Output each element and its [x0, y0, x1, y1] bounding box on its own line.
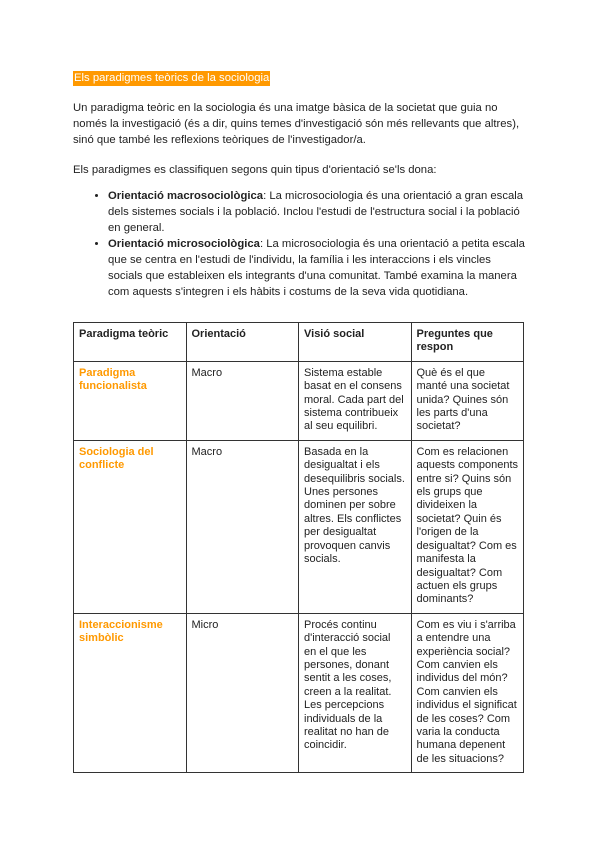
social-vision-cell: Procés continu d'interacció social en el…	[298, 612, 412, 774]
questions-cell: Com es viu i s'arriba a entendre una exp…	[410, 612, 524, 774]
list-item: Orientació microsociològica: La microsoc…	[108, 236, 528, 300]
column-header: Orientació	[185, 322, 299, 362]
list-item: Orientació macrosociològica: La microsoc…	[108, 188, 528, 236]
list-item-term: Orientació microsociològica	[108, 238, 260, 250]
document-title: Els paradigmes teòrics de la sociologia	[73, 71, 271, 86]
table-header-row: Paradigma teòric Orientació Visió social…	[73, 322, 524, 362]
orientation-list: Orientació macrosociològica: La microsoc…	[73, 188, 528, 300]
table-row: Interaccionisme simbòlic Micro Procés co…	[73, 612, 524, 774]
paradigm-name: Interaccionisme simbòlic	[73, 612, 187, 774]
document-body: Els paradigmes teòrics de la sociologia …	[73, 70, 528, 300]
orientation-cell: Micro	[185, 612, 299, 774]
intro-paragraph: Un paradigma teòric en la sociologia és …	[73, 102, 520, 146]
list-item-text: : La microsociologia és una orientació a…	[108, 238, 525, 298]
questions-cell: Com es relacionen aquests components ent…	[410, 439, 524, 614]
list-item-text: : La microsociologia és una orientació a…	[108, 190, 524, 234]
orientation-cell: Macro	[185, 439, 299, 614]
paradigm-name: Paradigma funcionalista	[73, 360, 187, 441]
social-vision-cell: Basada en la desigualtat i els desequili…	[298, 439, 412, 614]
paradigms-table: Paradigma teòric Orientació Visió social…	[73, 322, 524, 774]
questions-cell: Què és el que manté una societat unida? …	[410, 360, 524, 441]
column-header: Paradigma teòric	[73, 322, 187, 362]
table-row: Paradigma funcionalista Macro Sistema es…	[73, 360, 524, 441]
orientation-cell: Macro	[185, 360, 299, 441]
social-vision-cell: Sistema estable basat en el consens mora…	[298, 360, 412, 441]
classification-paragraph: Els paradigmes es classifiquen segons qu…	[73, 164, 437, 176]
column-header: Visió social	[298, 322, 412, 362]
table-row: Sociologia del conflicte Macro Basada en…	[73, 439, 524, 614]
list-item-term: Orientació macrosociològica	[108, 190, 264, 202]
paradigm-name: Sociologia del conflicte	[73, 439, 187, 614]
column-header: Preguntes que respon	[410, 322, 524, 362]
